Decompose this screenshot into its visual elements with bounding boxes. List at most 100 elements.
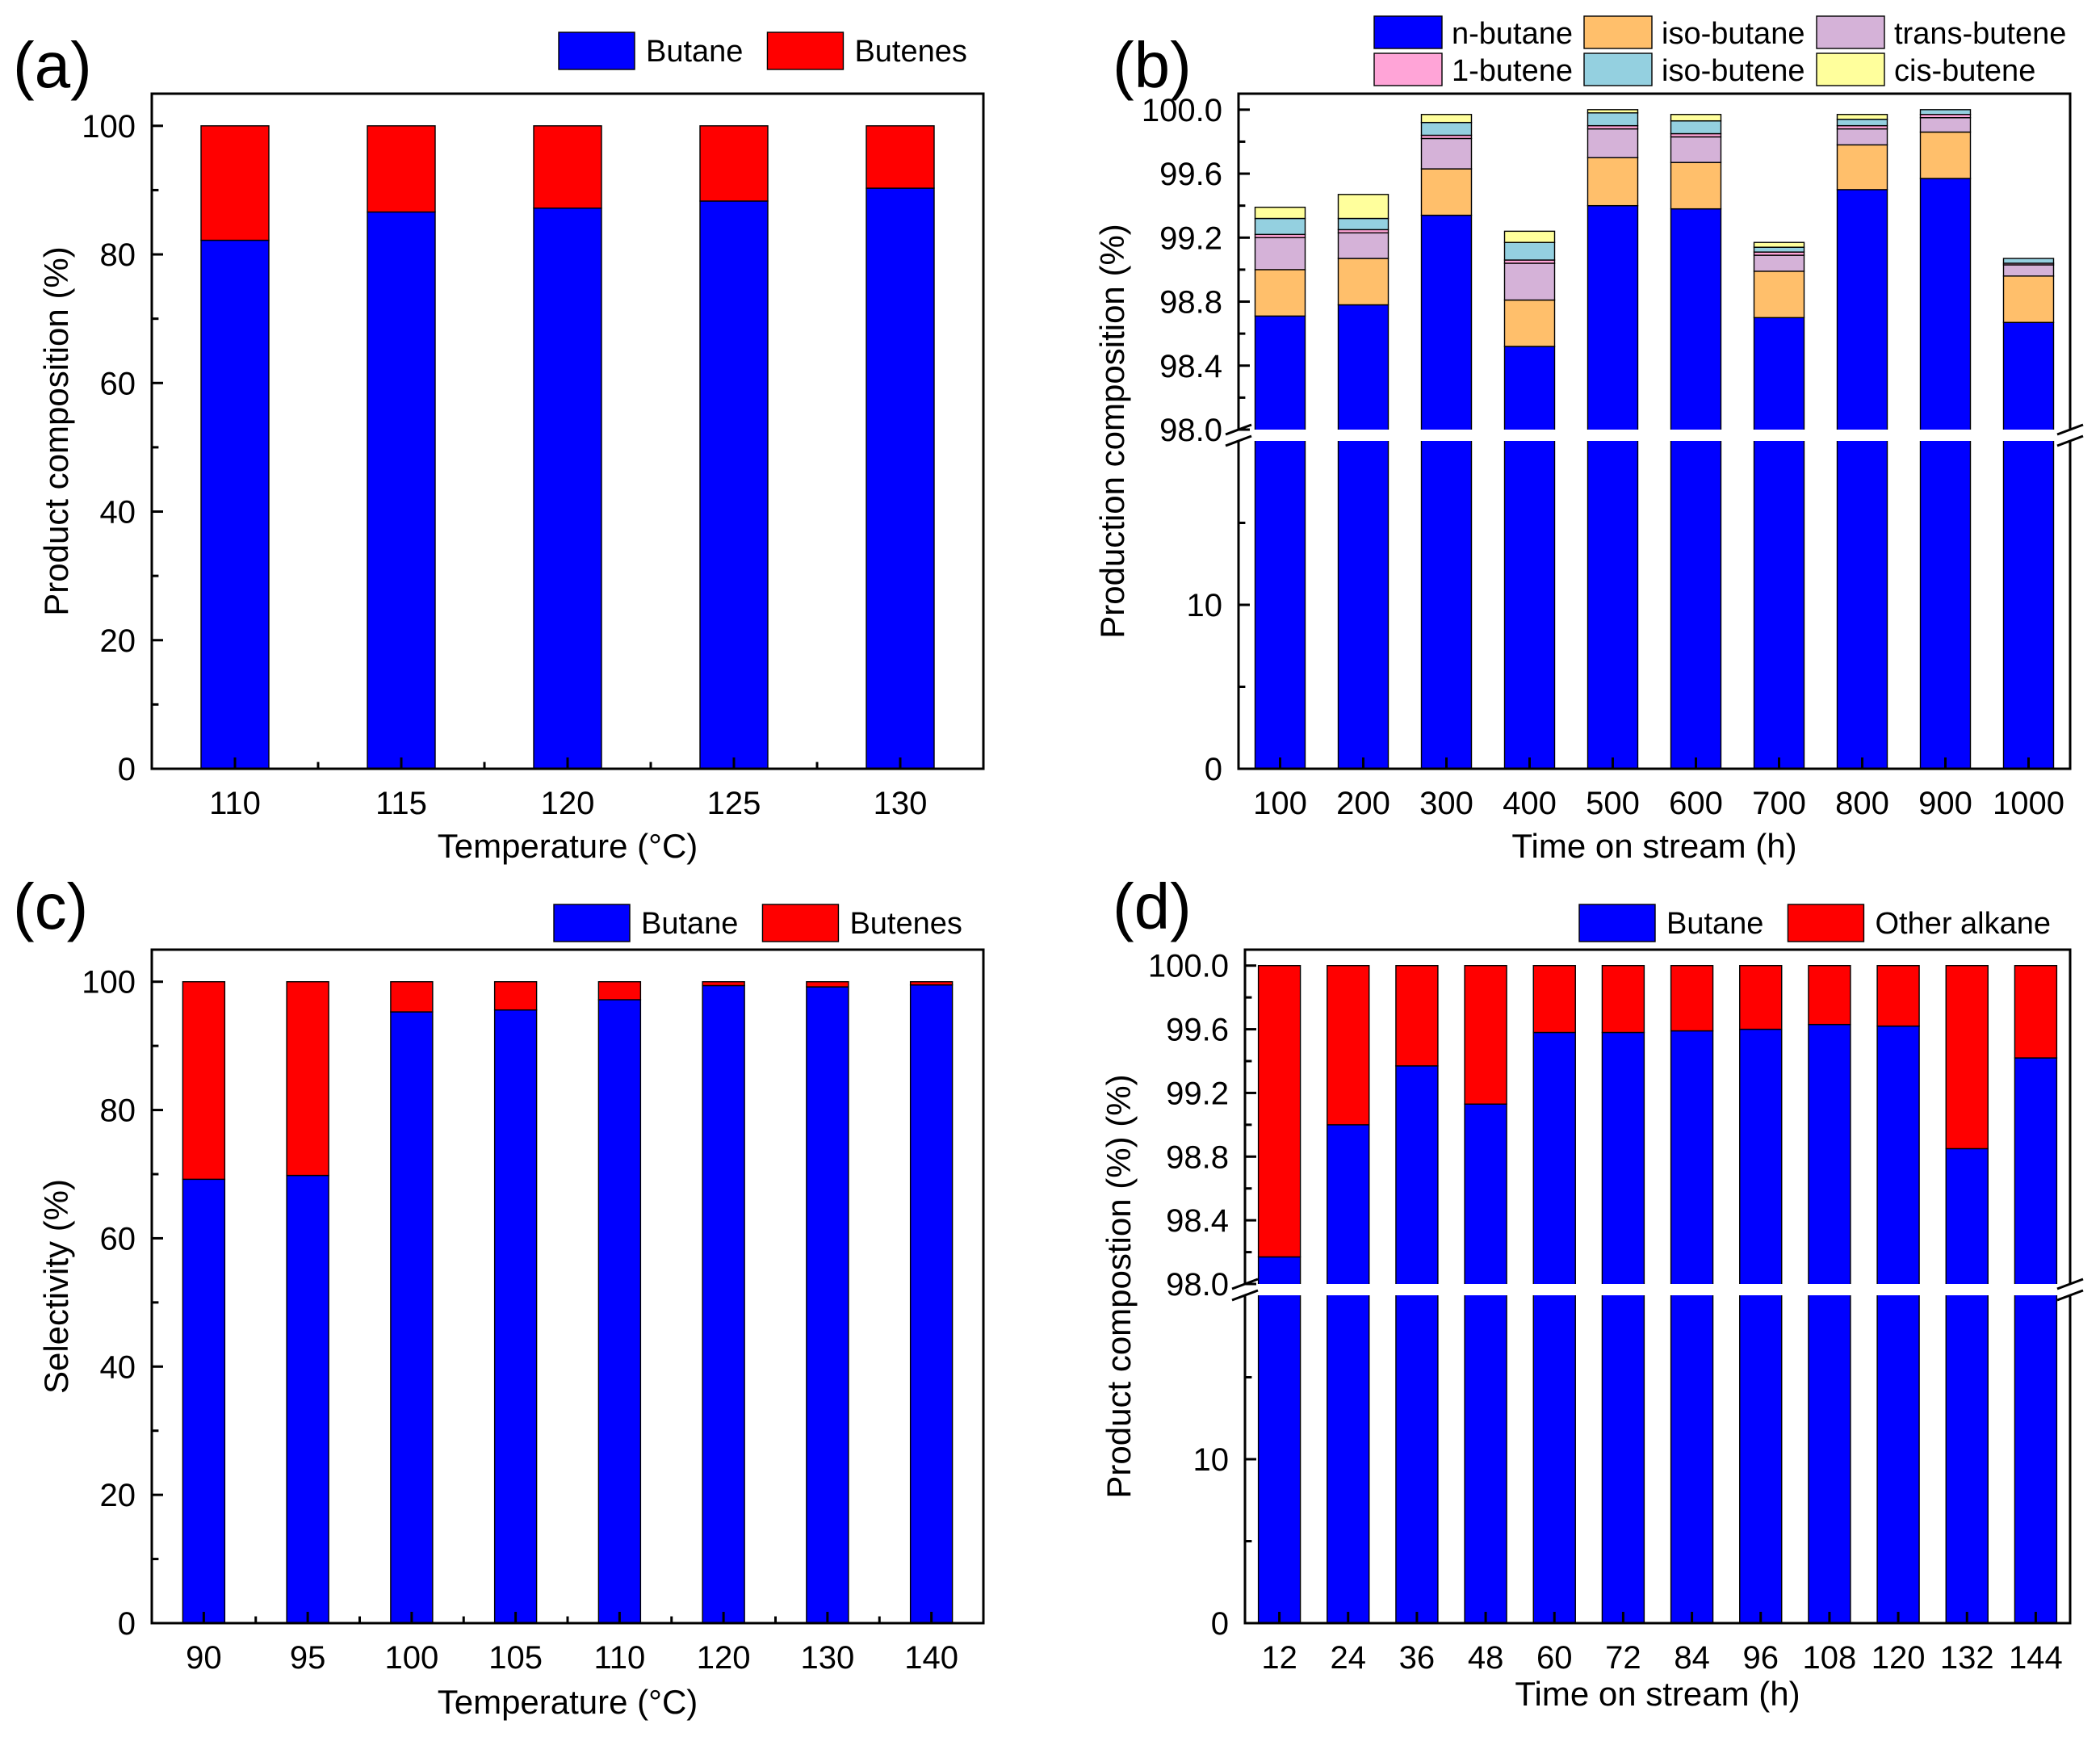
panel-label: (c) (13, 871, 88, 942)
y-tick-label: 10 (1187, 588, 1223, 623)
bar-cis-butene-300 (1420, 114, 1473, 124)
x-tick-label: 100 (385, 1640, 439, 1676)
bar-butane-110 (597, 999, 642, 1624)
x-axis-title: Time on stream (h) (1515, 1675, 1800, 1713)
y-axis-title: Production composition (%) (1093, 224, 1131, 639)
panel-a: (a) 0 20 40 60 80 100 110 115 120 125 130 Temperatur… (13, 29, 985, 865)
x-tick-label: 105 (488, 1640, 543, 1676)
x-tick-label: 140 (904, 1640, 958, 1676)
bar-iso-butene-400 (1503, 241, 1556, 261)
bar-trans-butene-400 (1503, 262, 1556, 301)
bar-butane-95 (286, 1174, 329, 1624)
y-tick-label: 99.2 (1159, 220, 1222, 256)
y-tick-label: 100.0 (1142, 93, 1222, 128)
bar-cis-butene-600 (1670, 114, 1722, 122)
bar-iso-butane-100 (1254, 269, 1306, 317)
bar-n-butane-800 (1836, 189, 1888, 770)
x-axis: 90 95 100 105 110 120 130 140 (186, 1612, 958, 1676)
plot-frame (150, 948, 985, 1625)
bar-butenes-110 (597, 981, 642, 1001)
bar-trans-butene-900 (1919, 117, 1972, 133)
legend-label-cis-butene: cis-butene (1894, 54, 2035, 88)
y-tick-label: 0 (1211, 1606, 1229, 1642)
bar-iso-butane-500 (1587, 157, 1639, 207)
bar-other-alkane-120 (1876, 965, 1920, 1027)
legend-label-butane: Butane (641, 907, 738, 941)
bar-butane-84 (1670, 1030, 1714, 1624)
bar-iso-butane-700 (1753, 271, 1805, 319)
x-axis-title: Temperature (°C) (438, 1683, 698, 1721)
bar-butane-90 (182, 1178, 226, 1624)
bar-butane-48 (1464, 1103, 1507, 1624)
legend: Butane Butenes (558, 31, 967, 70)
legend-swatch-butane (558, 31, 635, 70)
bar-n-butane-1000 (2002, 321, 2055, 770)
bar-trans-butene-800 (1836, 128, 1888, 146)
bar-iso-butene-300 (1420, 121, 1473, 136)
bar-cis-butene-200 (1337, 194, 1390, 220)
bar-trans-butene-200 (1337, 232, 1390, 259)
bar-trans-butene-1000 (2002, 264, 2055, 277)
y-tick-label: 0 (1205, 752, 1222, 787)
bar-n-butane-100 (1254, 315, 1306, 770)
panel-label: (a) (13, 29, 92, 101)
y-tick-label: 98.8 (1166, 1139, 1229, 1175)
legend-label-trans-butene: trans-butene (1894, 17, 2066, 51)
bar-butenes-120 (533, 125, 602, 209)
x-tick-label: 700 (1752, 786, 1806, 821)
x-tick-label: 500 (1586, 786, 1640, 821)
bar-trans-butene-700 (1753, 254, 1805, 272)
x-tick-label: 1000 (1993, 786, 2064, 821)
x-tick-label: 600 (1669, 786, 1723, 821)
legend-swatch-1-butene (1373, 52, 1443, 86)
bar-butenes-120 (702, 981, 745, 987)
y-tick-label: 98.4 (1159, 349, 1222, 384)
bar-butenes-130 (806, 981, 849, 988)
bars (1254, 109, 2055, 770)
x-tick-label: 95 (290, 1640, 326, 1676)
x-tick-label: 120 (1872, 1640, 1926, 1676)
bar-other-alkane-36 (1395, 965, 1439, 1067)
bar-butenes-130 (866, 125, 935, 189)
legend-swatch-n-butane (1373, 15, 1443, 49)
axis-break-gap (1229, 1284, 2086, 1295)
y-tick-label: 99.6 (1159, 157, 1222, 192)
bar-cis-butene-400 (1503, 230, 1556, 243)
y-axis: 0 20 40 60 80 100 (82, 109, 163, 787)
bar-iso-butene-200 (1337, 217, 1390, 231)
y-tick-label: 80 (100, 237, 136, 273)
legend-swatch-cis-butene (1816, 52, 1885, 86)
bar-other-alkane-144 (2014, 965, 2058, 1059)
y-tick-label: 100 (82, 965, 136, 1001)
y-axis: 0 20 40 60 80 100 (82, 965, 163, 1642)
bar-iso-butane-600 (1670, 162, 1722, 210)
legend-swatch-trans-butene (1816, 15, 1885, 49)
y-tick-label: 20 (100, 1478, 136, 1513)
bar-butenes-125 (699, 125, 769, 202)
legend-label-iso-butene: iso-butene (1662, 54, 1804, 88)
bar-butenes-90 (182, 981, 226, 1181)
x-tick-label: 12 (1261, 1640, 1297, 1676)
legend-swatch-iso-butene (1583, 52, 1653, 86)
bar-n-butane-400 (1503, 346, 1556, 770)
bar-butane-96 (1739, 1028, 1783, 1624)
x-tick-label: 110 (593, 1640, 645, 1676)
legend-label-butane: Butane (646, 35, 743, 69)
legend-label-other-alkane: Other alkane (1875, 907, 2051, 941)
bar-cis-butene-700 (1753, 241, 1805, 248)
x-axis: 110 115 120 125 130 (209, 757, 927, 821)
bar-butane-120 (533, 208, 602, 770)
x-tick-label: 60 (1536, 1640, 1573, 1676)
bar-iso-butene-600 (1670, 120, 1722, 135)
bars (1257, 965, 2058, 1624)
x-tick-label: 144 (2009, 1640, 2063, 1676)
bar-n-butane-200 (1337, 304, 1390, 770)
y-tick-label: 98.0 (1166, 1267, 1229, 1303)
bar-other-alkane-84 (1670, 965, 1714, 1032)
y-tick-label: 100 (82, 109, 136, 145)
x-tick-label: 130 (874, 786, 928, 821)
frame-upper (1243, 948, 2072, 1284)
x-tick-label: 96 (1743, 1640, 1779, 1676)
bar-butane-120 (702, 984, 745, 1624)
bar-other-alkane-132 (1945, 965, 1989, 1150)
